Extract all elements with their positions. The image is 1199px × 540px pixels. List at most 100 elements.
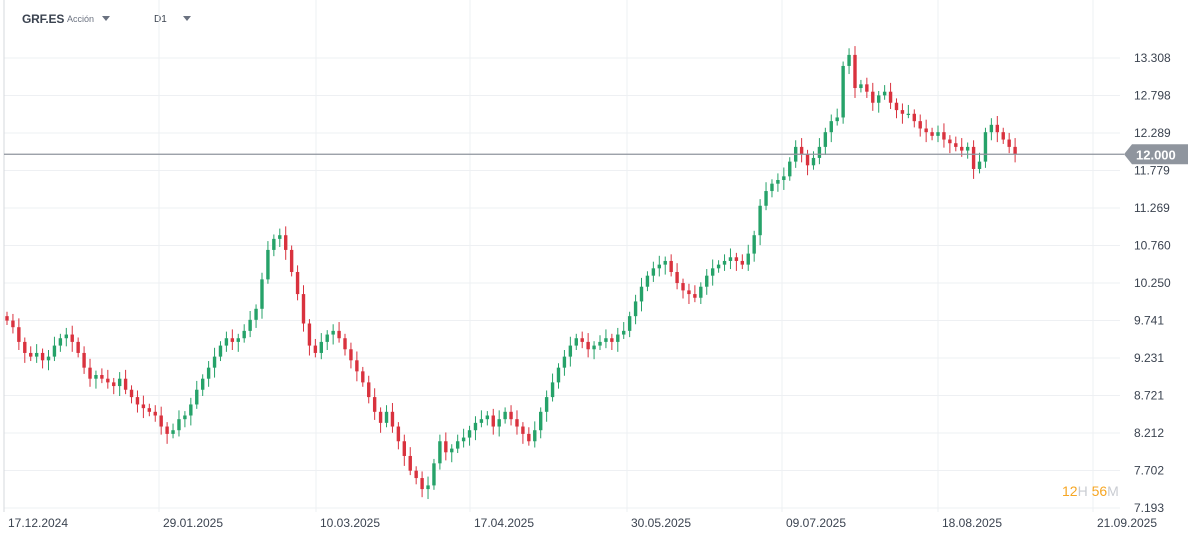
candle-body (123, 378, 128, 390)
candle (230, 329, 235, 351)
candle (776, 173, 780, 192)
candle (426, 476, 430, 500)
candle-body (52, 345, 57, 357)
candle-body (645, 275, 650, 287)
candle-body (390, 411, 395, 427)
candle (396, 422, 401, 450)
candle (936, 125, 940, 143)
candle (900, 103, 905, 124)
candle (177, 410, 181, 437)
candle (722, 254, 727, 271)
candle (467, 425, 472, 446)
candle (622, 322, 626, 339)
candle-body (5, 316, 9, 321)
candle-body (1007, 139, 1011, 147)
candle-body (764, 191, 768, 206)
candle-body (681, 283, 685, 291)
candle (432, 458, 436, 490)
candle (1013, 138, 1017, 163)
candle-body (544, 397, 549, 412)
candle-body (159, 415, 163, 427)
candle (450, 444, 454, 463)
candle-body (734, 257, 739, 261)
candle (473, 416, 478, 441)
candle-body (710, 268, 715, 276)
x-tick-label: 30.05.2025 (631, 516, 691, 530)
candle-body (76, 341, 80, 353)
candle-body (331, 330, 335, 335)
candle-body (716, 264, 721, 269)
candle-body (859, 84, 863, 89)
candle (82, 346, 86, 374)
candle-body (936, 132, 940, 136)
candle (1007, 132, 1011, 154)
timeframe-selector[interactable]: D1 (154, 14, 167, 25)
instrument-symbol[interactable]: GRF.ES (22, 12, 65, 26)
candle-body (455, 441, 460, 449)
candle-body (224, 338, 229, 346)
candle (965, 142, 970, 159)
candle (533, 421, 537, 448)
candle (171, 423, 175, 439)
candle-body (627, 316, 632, 331)
candle-body (657, 264, 661, 269)
candle-body (515, 419, 519, 427)
candle (218, 341, 223, 362)
candle (70, 325, 74, 352)
candle (888, 82, 893, 109)
candle-body (853, 54, 857, 89)
candle-body (722, 260, 727, 265)
candle-body (319, 341, 323, 353)
chevron-down-icon[interactable] (183, 16, 191, 21)
candle-body (639, 286, 644, 302)
candle (52, 336, 57, 362)
candle-body (147, 408, 152, 412)
candle-body (135, 397, 140, 405)
candle-body (782, 176, 786, 181)
candle-body (598, 341, 602, 346)
candle-body (799, 146, 804, 155)
candle-body (301, 294, 306, 324)
candle-body (355, 360, 359, 372)
candle-body (88, 367, 92, 379)
candle-body (568, 345, 573, 357)
candle (337, 322, 341, 343)
candle (479, 410, 484, 428)
candle (100, 368, 104, 384)
candle-body (23, 341, 27, 353)
candle (289, 245, 294, 277)
y-tick-label: 12.289 (1134, 126, 1171, 140)
candle (420, 471, 424, 498)
chevron-down-icon[interactable] (102, 16, 110, 21)
candle-body (983, 132, 988, 162)
candle (313, 338, 318, 358)
candle-body (402, 441, 407, 456)
y-tick-label: 8.721 (1134, 389, 1164, 403)
countdown-minutes-unit: M (1107, 483, 1119, 499)
candle-body (206, 367, 211, 379)
candle (40, 348, 45, 369)
candle (746, 244, 750, 271)
candle (408, 447, 412, 476)
candle (633, 294, 638, 325)
candle (894, 98, 899, 119)
candle (11, 313, 15, 334)
candle-body (94, 375, 98, 379)
candle (977, 152, 982, 174)
candle-body (989, 124, 994, 133)
candle (924, 119, 928, 143)
candle-body (141, 404, 146, 409)
candle (764, 182, 768, 211)
candle-body (325, 334, 329, 342)
candle (307, 319, 312, 356)
y-tick-label: 9.231 (1134, 351, 1164, 365)
candle (141, 395, 146, 419)
candle-body (497, 419, 501, 427)
candle (515, 410, 519, 435)
candle-body (218, 345, 223, 357)
y-tick-label: 9.741 (1134, 313, 1164, 327)
candle-body (1013, 146, 1017, 155)
candle-body (289, 249, 294, 272)
candle-body (195, 389, 199, 405)
